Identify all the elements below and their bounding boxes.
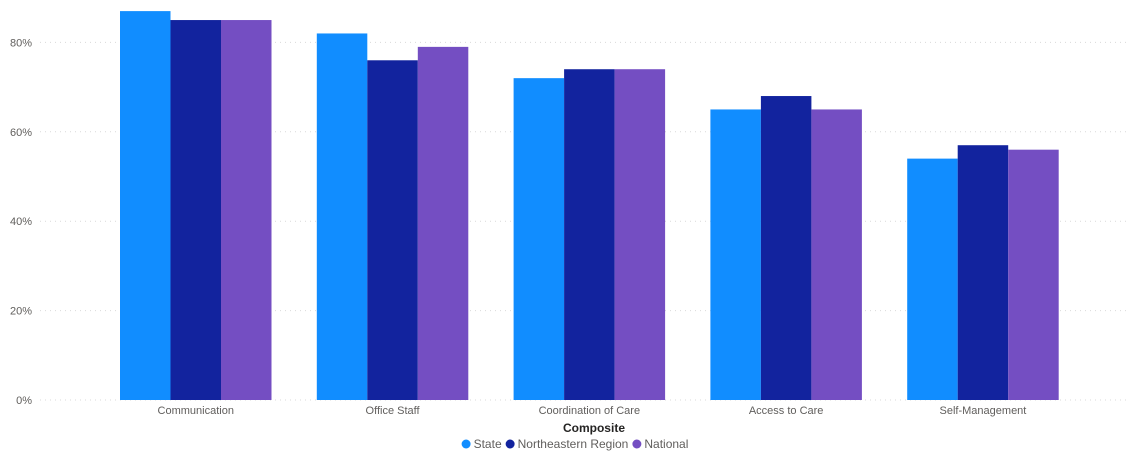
x-category-label: Access to Care bbox=[749, 405, 824, 417]
legend-item-label[interactable]: Northeastern Region bbox=[518, 437, 629, 451]
bar-northeastern-region[interactable] bbox=[367, 60, 418, 400]
bar-national[interactable] bbox=[221, 20, 272, 401]
bar-state[interactable] bbox=[316, 33, 368, 401]
bar-northeastern-region[interactable] bbox=[170, 20, 222, 401]
y-tick-label: 40% bbox=[10, 216, 32, 228]
legend-marker bbox=[461, 439, 471, 449]
bar-national[interactable] bbox=[1008, 149, 1059, 400]
bar-northeastern-region[interactable] bbox=[760, 96, 812, 400]
y-tick-label: 0% bbox=[16, 395, 32, 407]
x-axis-categories: Communication Office Staff Coordination of… bbox=[158, 405, 1027, 417]
x-axis-title: Composite bbox=[563, 421, 625, 435]
y-tick-label: 20% bbox=[10, 306, 32, 318]
y-tick-label: 60% bbox=[10, 127, 32, 139]
bar-national[interactable] bbox=[811, 109, 862, 400]
bar-national[interactable] bbox=[417, 46, 469, 401]
bar-state[interactable] bbox=[513, 78, 565, 400]
bar-state[interactable] bbox=[120, 11, 171, 401]
legend-marker bbox=[505, 439, 515, 449]
x-category-label: Coordination of Care bbox=[539, 405, 641, 417]
legend-marker bbox=[632, 439, 642, 449]
x-category-label: Office Staff bbox=[366, 405, 421, 417]
legend: State Northeastern Region National bbox=[461, 437, 688, 451]
x-category-label: Communication bbox=[158, 405, 234, 417]
bar-national[interactable] bbox=[614, 69, 666, 400]
legend-item-label[interactable]: National bbox=[644, 437, 688, 451]
x-category-label: Self-Management bbox=[940, 405, 1027, 417]
bar-northeastern-region[interactable] bbox=[564, 69, 615, 400]
y-tick-label: 80% bbox=[10, 37, 32, 49]
bars bbox=[120, 11, 1059, 401]
y-axis-ticks: 0% 20% 40% 60% 80% bbox=[10, 37, 32, 407]
bar-northeastern-region[interactable] bbox=[957, 145, 1009, 400]
legend-item-label[interactable]: State bbox=[474, 437, 502, 451]
bar-state[interactable] bbox=[710, 109, 761, 400]
bar-state[interactable] bbox=[907, 158, 958, 400]
